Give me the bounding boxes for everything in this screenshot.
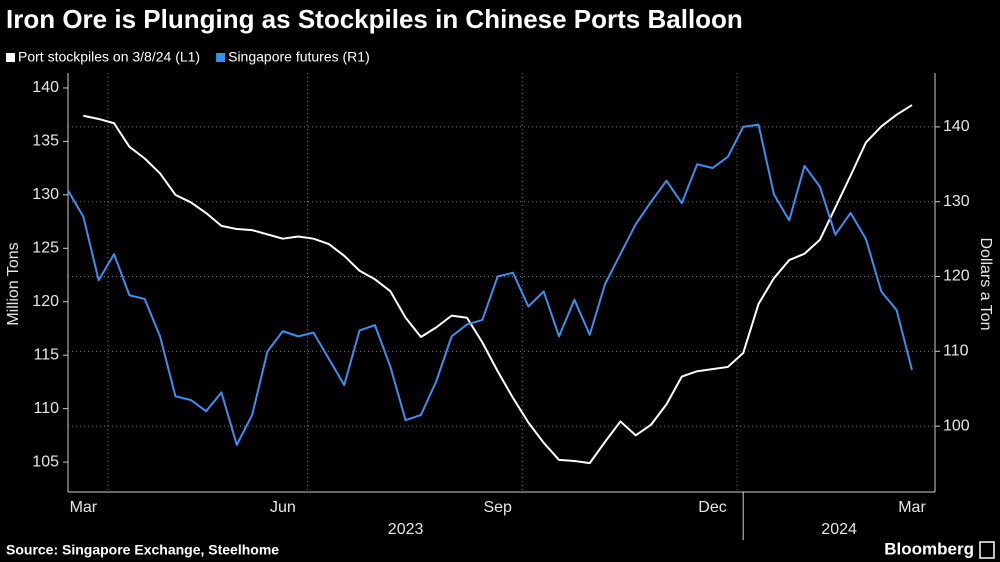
- y2-tick-label: 120: [943, 268, 970, 285]
- y-tick-label: 120: [32, 293, 59, 310]
- x-tick-label: Mar: [70, 499, 98, 516]
- y-tick-label: 125: [32, 240, 59, 257]
- y-tick-label: 140: [32, 79, 59, 96]
- series-line: [83, 104, 913, 465]
- y-tick-label: 115: [33, 346, 59, 363]
- x-tick-label: Mar: [898, 499, 926, 516]
- brand: Bloomberg: [884, 539, 974, 558]
- y2-axis-label: Dollars a Ton: [977, 237, 994, 330]
- legend-label: Singapore futures (R1): [228, 49, 370, 65]
- x-tick-label: Dec: [698, 499, 726, 516]
- series-line: [67, 123, 913, 446]
- brand-icon: [979, 541, 995, 559]
- legend-label: Port stockpiles on 3/8/24 (L1): [18, 49, 200, 65]
- x-tick-label: Jun: [270, 499, 296, 516]
- y-tick-label: 135: [32, 133, 59, 150]
- y-tick-label: 110: [33, 400, 59, 417]
- y2-tick-label: 110: [943, 343, 969, 360]
- y2-tick-label: 130: [943, 193, 970, 210]
- y2-tick-label: 140: [943, 118, 970, 135]
- y-tick-label: 130: [32, 186, 59, 203]
- y2-tick-label: 100: [943, 417, 970, 434]
- y-tick-label: 105: [32, 453, 59, 470]
- year-label: 2024: [821, 521, 857, 538]
- y-axis-label: Million Tons: [5, 242, 22, 325]
- legend-swatch: [6, 53, 15, 62]
- chart-title: Iron Ore is Plunging as Stockpiles in Ch…: [6, 4, 743, 34]
- year-label: 2023: [388, 521, 424, 538]
- x-tick-label: Sep: [483, 499, 512, 516]
- legend-swatch: [216, 53, 226, 62]
- source: Source: Singapore Exchange, Steelhome: [6, 542, 279, 558]
